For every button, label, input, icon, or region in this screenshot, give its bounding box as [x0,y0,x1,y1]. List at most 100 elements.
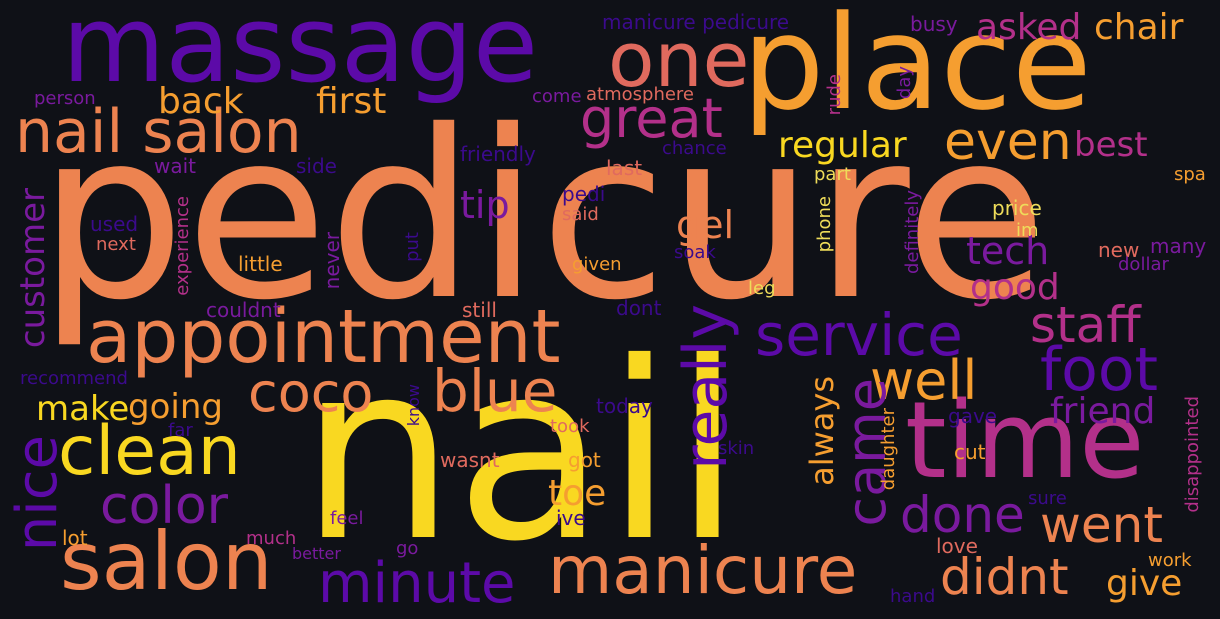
word-nail-salon: nail salon [15,97,302,167]
word-pedi: pedi [562,182,606,206]
word-atmosphere: atmosphere [586,84,694,105]
word-clean: clean [58,412,241,491]
word-daughter: daughter [878,408,899,491]
word-phone: phone [814,196,835,253]
word-im: im [1016,220,1039,241]
word-day: day [894,66,915,100]
word-soak: soak [674,242,716,263]
word-lot: lot [62,526,88,550]
word-many: many [1150,234,1207,258]
word-said: said [562,204,599,225]
word-go: go [396,538,419,559]
word-person: person [34,88,96,109]
word-used: used [90,212,139,236]
word-disappointed: disappointed [1182,396,1203,513]
word-know: know [404,384,423,427]
word-took: took [550,416,590,437]
word-hand: hand [890,586,936,607]
word-love: love [936,534,978,558]
word-much: much [246,528,297,549]
word-coco: coco [248,361,374,424]
word-new: new [1098,238,1140,262]
word-ive: ive [556,506,586,530]
word-massage: massage [62,0,539,106]
word-great: great [580,87,723,150]
word-regular: regular [778,125,907,166]
word-even: even [944,112,1072,172]
word-feel: feel [330,508,364,529]
word-never: never [320,232,344,290]
word-tip: tip [460,183,510,227]
word-come: come [532,86,582,107]
word-put: put [402,232,423,262]
word-one: one [608,15,750,104]
word-couldnt: couldnt [206,298,281,322]
word-dont: dont [616,296,662,320]
word-color: color [100,476,229,536]
word-better: better [292,544,341,563]
word-friend: friend [1050,391,1156,432]
word-gel: gel [676,203,735,247]
word-minute: minute [318,551,516,616]
word-busy: busy [910,12,958,36]
word-went: went [1040,496,1163,554]
word-blue: blue [432,357,558,425]
word-back: back [158,81,244,122]
word-cut: cut [954,440,986,464]
word-place: place [742,0,1092,139]
word-dollar: dollar [1118,254,1169,275]
word-spa: spa [1174,164,1206,185]
word-toe: toe [548,473,607,514]
word-best: best [1074,125,1148,165]
word-asked: asked [976,7,1082,48]
word-little: little [238,252,283,276]
word-today: today [596,394,653,418]
word-experience: experience [172,196,193,296]
word-price: price [992,196,1042,220]
word-leg: leg [748,278,776,299]
word-nice: nice [5,435,70,552]
word-first: first [316,81,387,122]
word-got: got [568,448,601,472]
word-salon: salon [60,515,273,608]
word-time: time [905,379,1145,502]
word-friendly: friendly [460,142,536,166]
word-skin: skin [718,438,755,459]
word-pedicure: pedicure [38,81,1048,351]
word-customer: customer [13,188,53,349]
word-make: make [36,389,130,429]
word-gave: gave [948,404,998,428]
word-recommend: recommend [20,368,128,389]
word-done: done [900,486,1025,544]
word-chance: chance [662,138,727,159]
word-still: still [462,298,497,322]
word-next: next [96,234,136,255]
word-part: part [814,164,851,185]
word-staff: staff [1030,296,1141,354]
word-well: well [870,349,978,412]
word-foot: foot [1040,335,1159,405]
word-side: side [296,154,337,178]
word-chair: chair [1094,7,1184,48]
word-tech: tech [966,229,1050,273]
word-rude: rude [824,74,845,116]
word-far: far [168,420,193,441]
word-always: always [803,376,841,486]
word-good: good [970,267,1060,308]
word-appointment: appointment [86,294,561,380]
word-didnt: didnt [940,548,1069,606]
word-give: give [1106,563,1183,604]
word-work: work [1148,550,1192,571]
word-manicure: manicure [548,532,858,609]
word-given: given [572,254,622,275]
word-wait: wait [154,154,197,178]
word-last: last [606,156,643,180]
word-going: going [128,387,223,427]
word-wasnt: wasnt [440,448,500,472]
word-definitely: definitely [902,190,923,275]
word-manicure-pedicure: manicure pedicure [602,10,790,34]
word-service: service [755,301,963,369]
word-nail: nail [300,310,742,595]
word-sure: sure [1028,488,1067,509]
